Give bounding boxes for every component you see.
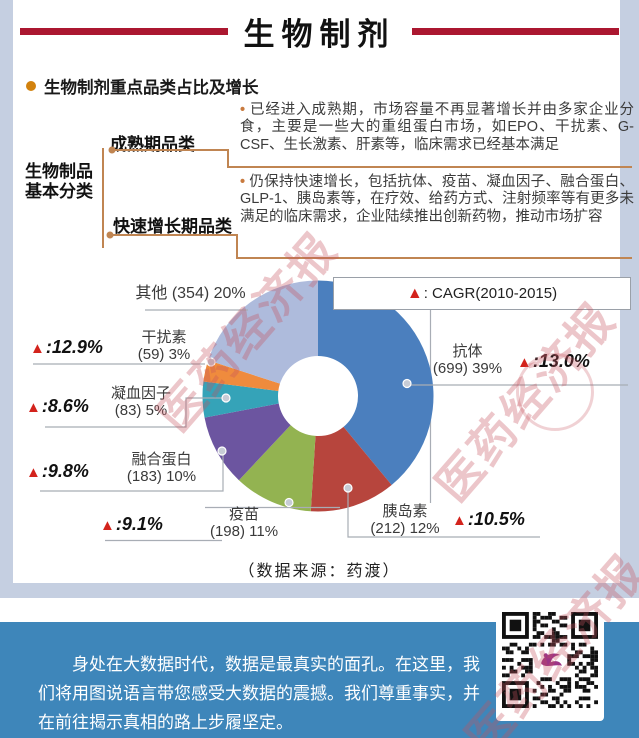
desc-bullet-icon: •: [240, 174, 246, 190]
branch-description-fast-growth: • 仍保持快速增长，包括抗体、疫苗、凝血因子、融合蛋白、GLP-1、胰岛素等，在疗…: [240, 174, 634, 225]
divider-band: [0, 583, 639, 598]
cagr-interferon: ▲:12.9%: [30, 337, 103, 357]
cagr-triangle-icon: ▲: [517, 354, 532, 371]
branch-label-fast-growth: 快速增长期品类: [113, 217, 232, 236]
pie-slice-干扰素: [203, 360, 280, 391]
section-bullet-icon: [26, 81, 36, 91]
donut-slices: [202, 280, 434, 512]
cagr-triangle-icon: ▲: [100, 517, 115, 534]
pie-label-interferon: 干扰素 (59) 3%: [137, 329, 191, 363]
section-header: 生物制剂重点品类占比及增长: [26, 74, 259, 98]
pie-slice-疫苗: [238, 425, 316, 512]
header: 生物制剂: [0, 8, 639, 54]
pie-slice-凝血因子: [202, 381, 279, 418]
branch-description-mature: • 已经进入成熟期，市场容量不再显著增长并由多家企业分食，主要是一些大的重组蛋白市…: [240, 102, 634, 153]
qr-center-logo: [536, 646, 564, 674]
cagr-insulin: ▲:10.5%: [452, 509, 525, 529]
desc-bullet-icon: •: [240, 102, 246, 118]
qr-code-image: [502, 612, 598, 708]
cagr-legend-text: : CAGR(2010-2015): [423, 285, 558, 302]
pie-label-insulin: 胰岛素 (212) 12%: [370, 503, 440, 537]
pie-slice-胰岛素: [310, 426, 392, 512]
left-border-strip: [0, 0, 13, 598]
cagr-coagulation: ▲:8.6%: [26, 396, 89, 416]
classification-connectors: [102, 148, 632, 259]
cagr-legend: ▲ : CAGR(2010-2015): [333, 277, 631, 310]
cagr-antibody: ▲:13.0%: [517, 351, 590, 371]
cagr-triangle-icon: ▲: [26, 399, 41, 416]
pie-label-other: 其他 (354) 20%: [135, 285, 246, 302]
footer-paragraph: 身处在大数据时代，数据是最真实的面孔。在这里，我们将用图说语言带您感受大数据的震…: [38, 655, 480, 732]
qr-finder-patterns: [502, 612, 598, 708]
cagr-triangle-icon: ▲: [406, 284, 423, 302]
data-source: （数据来源：药渡）: [238, 563, 401, 580]
pie-slice-抗体: [318, 280, 434, 485]
page-title: 生物制剂: [243, 16, 396, 52]
cagr-triangle-icon: ▲: [452, 512, 467, 529]
pie-label-vaccine: 疫苗 (198) 11%: [209, 506, 279, 540]
title-right-line: [411, 27, 619, 35]
pie-slice-其他: [208, 280, 318, 384]
pie-label-fusion-protein: 融合蛋白 (183) 10%: [126, 451, 197, 485]
leader-lines-over: [33, 309, 628, 542]
pie-slice-融合蛋白: [204, 403, 291, 481]
pie-label-coagulation: 凝血因子 (83) 5%: [110, 385, 171, 419]
classification-root-label: 生物制品 基本分类: [25, 162, 93, 201]
cagr-triangle-icon: ▲: [26, 464, 41, 481]
leader-dots: [206, 357, 412, 508]
classification-connector-dots: [106, 146, 116, 239]
section-title: 生物制剂重点品类占比及增长: [44, 79, 259, 97]
cagr-vaccine: ▲:9.1%: [100, 514, 163, 534]
cagr-fusion-protein: ▲:9.8%: [26, 461, 89, 481]
pie-label-antibody: 抗体 (699) 39%: [432, 343, 503, 377]
title-left-line: [20, 27, 228, 35]
cagr-triangle-icon: ▲: [30, 340, 45, 357]
qr-code: [496, 599, 604, 721]
